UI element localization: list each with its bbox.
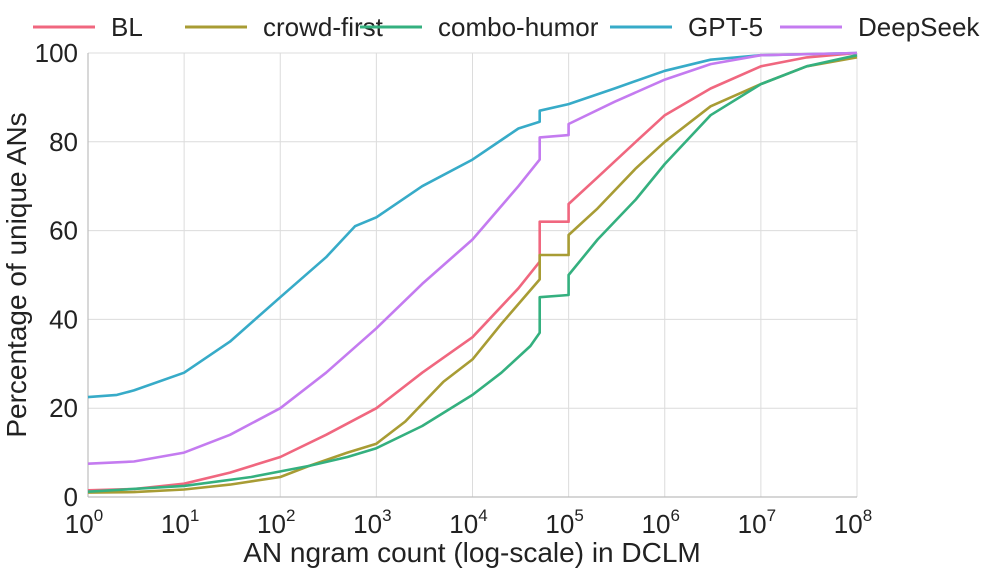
y-tick-label: 100 (35, 38, 78, 68)
x-tick-label: 103 (353, 506, 391, 539)
tick-labels: 100 101 102 103 104 105 106 107 108 0 20 40 60 80 100 (35, 38, 873, 539)
y-tick-label: 60 (49, 216, 78, 246)
legend-label-deepseek: DeepSeek (858, 12, 980, 42)
x-tick-label: 108 (834, 506, 872, 539)
series-line-combo-humor (87, 53, 858, 493)
legend-label-combo-humor: combo-humor (438, 12, 599, 42)
series-line-gpt-5 (87, 51, 858, 399)
x-tick-label: 100 (65, 506, 103, 539)
axes (87, 53, 857, 498)
x-tick-label: 107 (738, 506, 776, 539)
y-tick-label: 40 (49, 304, 78, 334)
legend-label-bl: BL (111, 12, 143, 42)
x-tick-label: 104 (449, 506, 487, 539)
data-series (87, 51, 858, 494)
x-axis-label: AN ngram count (log-scale) in DCLM (243, 537, 701, 568)
x-tick-label: 105 (545, 506, 583, 539)
legend-label-gpt-5: GPT-5 (688, 12, 763, 42)
y-tick-label: 20 (49, 393, 78, 423)
y-tick-label: 0 (64, 482, 78, 512)
legend: BL crowd-first combo-humor GPT-5 DeepSeek (33, 12, 980, 42)
y-tick-label: 80 (49, 127, 78, 157)
grid-lines (87, 52, 858, 498)
y-axis-label: Percentage of unique ANs (1, 112, 32, 437)
x-tick-label: 101 (161, 506, 199, 539)
x-tick-label: 102 (257, 506, 295, 539)
x-tick-label: 106 (642, 506, 680, 539)
series-line-deepseek (87, 51, 858, 465)
series-line-crowd-first (87, 56, 858, 494)
